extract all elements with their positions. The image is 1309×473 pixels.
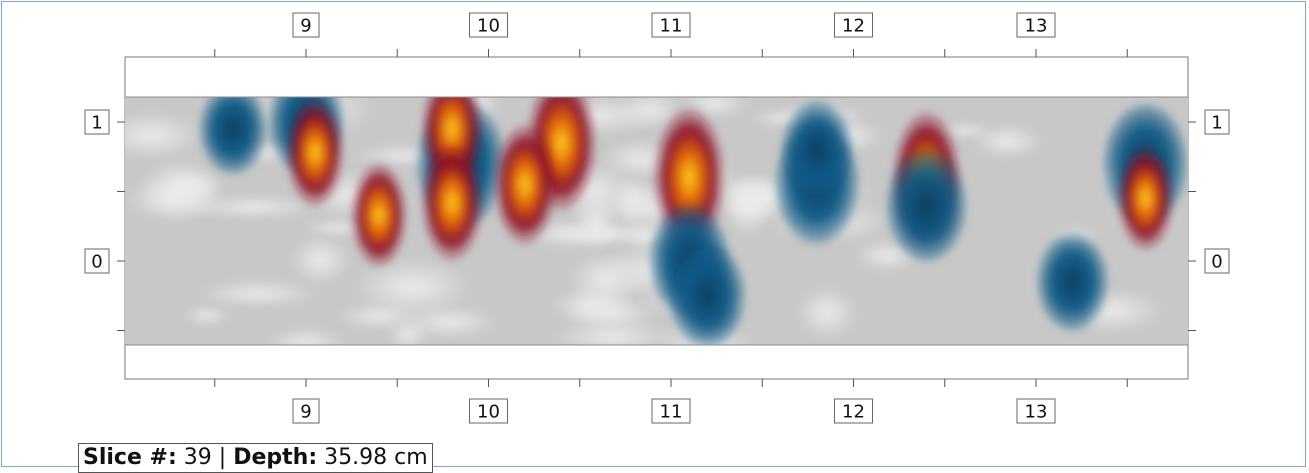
- texture-patch: [266, 328, 347, 345]
- texture-patch: [183, 306, 231, 326]
- x-tick-label-bottom-11: 11: [651, 398, 691, 424]
- y-tick-label-left-1-text: 1: [91, 113, 102, 134]
- anomaly-positive-7: [493, 123, 557, 247]
- depth-label: Depth:: [233, 445, 318, 470]
- y-tick-label-right-0-text: 0: [1211, 252, 1222, 273]
- x-tick-label-top-10-box: [469, 12, 508, 38]
- x-tick-label-bottom-13: 13: [1016, 398, 1056, 424]
- x-tick-label-bottom-9-text: 9: [300, 402, 311, 423]
- x-tick-label-bottom-10-box: [469, 398, 508, 424]
- y-tick-label-left-0-box: [84, 248, 110, 274]
- x-tick-label-top-13-text: 13: [1025, 16, 1048, 37]
- heatmap: [125, 97, 1188, 345]
- x-tick-label-top-13: 13: [1016, 12, 1056, 38]
- texture-patch: [197, 279, 319, 308]
- x-tick-label-bottom-9: 9: [292, 398, 320, 424]
- y-tick-label-left-1-box: [84, 109, 110, 135]
- depth-value: 35.98 cm: [324, 445, 428, 470]
- x-tick-label-bottom-13-text: 13: [1025, 402, 1048, 423]
- slice-status-bar: Slice #: 39 | Depth: 35.98 cm: [78, 443, 433, 473]
- anomaly-negative-11: [780, 99, 854, 201]
- texture-patch: [138, 158, 222, 219]
- x-tick-label-bottom-12-box: [834, 398, 873, 424]
- anomaly-positive-4: [421, 143, 483, 263]
- x-tick-label-top-11: 11: [651, 12, 691, 38]
- y-tick-label-right-1: 1: [1204, 109, 1230, 135]
- texture-patch: [290, 235, 351, 285]
- x-tick-label-top-11-text: 11: [660, 16, 683, 37]
- slice-value: 39: [183, 445, 212, 470]
- anomaly-negative-17: [1036, 231, 1109, 333]
- x-tick-label-bottom-11-text: 11: [660, 402, 683, 423]
- x-tick-label-top-11-box: [651, 12, 691, 38]
- x-tick-label-bottom-13-box: [1016, 398, 1056, 424]
- x-tick-label-top-10-text: 10: [477, 16, 500, 37]
- x-tick-label-bottom-10: 10: [469, 398, 508, 424]
- anomaly-negative-18: [198, 97, 268, 176]
- y-tick-label-right-1-text: 1: [1211, 113, 1222, 134]
- x-tick-label-bottom-11-box: [651, 398, 691, 424]
- y-tick-label-left-0: 0: [84, 248, 110, 274]
- x-tick-label-bottom-9-box: [292, 398, 320, 424]
- texture-patch: [796, 286, 858, 339]
- texture-patch: [552, 319, 673, 345]
- anomaly-positive-5: [351, 162, 407, 269]
- texture-patch: [353, 257, 472, 317]
- x-tick-label-top-9-box: [292, 12, 320, 38]
- x-tick-label-top-10: 10: [469, 12, 508, 38]
- x-tick-label-bottom-12: 12: [834, 398, 873, 424]
- texture-patch: [125, 111, 203, 159]
- status-separator: |: [218, 445, 227, 470]
- y-tick-label-right-1-box: [1204, 109, 1230, 135]
- x-tick-label-top-9: 9: [292, 12, 320, 38]
- x-tick-label-bottom-10-text: 10: [477, 402, 500, 423]
- x-tick-label-top-13-box: [1016, 12, 1056, 38]
- x-tick-label-top-9-text: 9: [300, 16, 311, 37]
- texture-patch: [723, 176, 772, 237]
- anomaly-positive-16: [1117, 145, 1174, 252]
- x-tick-label-top-12-box: [834, 12, 873, 38]
- y-tick-label-right-0-box: [1204, 248, 1230, 274]
- y-tick-label-left-0-text: 0: [91, 252, 102, 273]
- slice-label: Slice #:: [83, 445, 177, 470]
- anomaly-positive-1: [286, 97, 344, 208]
- texture-patch: [549, 223, 671, 245]
- y-tick-label-right-0: 0: [1204, 248, 1230, 274]
- y-tick-label-left-1: 1: [84, 109, 110, 135]
- x-tick-label-bottom-12-text: 12: [842, 402, 865, 423]
- anomaly-negative-12: [668, 241, 747, 345]
- anomaly-negative-14: [885, 147, 968, 264]
- texture-patch: [972, 124, 1044, 159]
- x-tick-label-top-12: 12: [834, 12, 873, 38]
- texture-patch: [402, 305, 497, 339]
- x-tick-label-top-12-text: 12: [842, 16, 865, 37]
